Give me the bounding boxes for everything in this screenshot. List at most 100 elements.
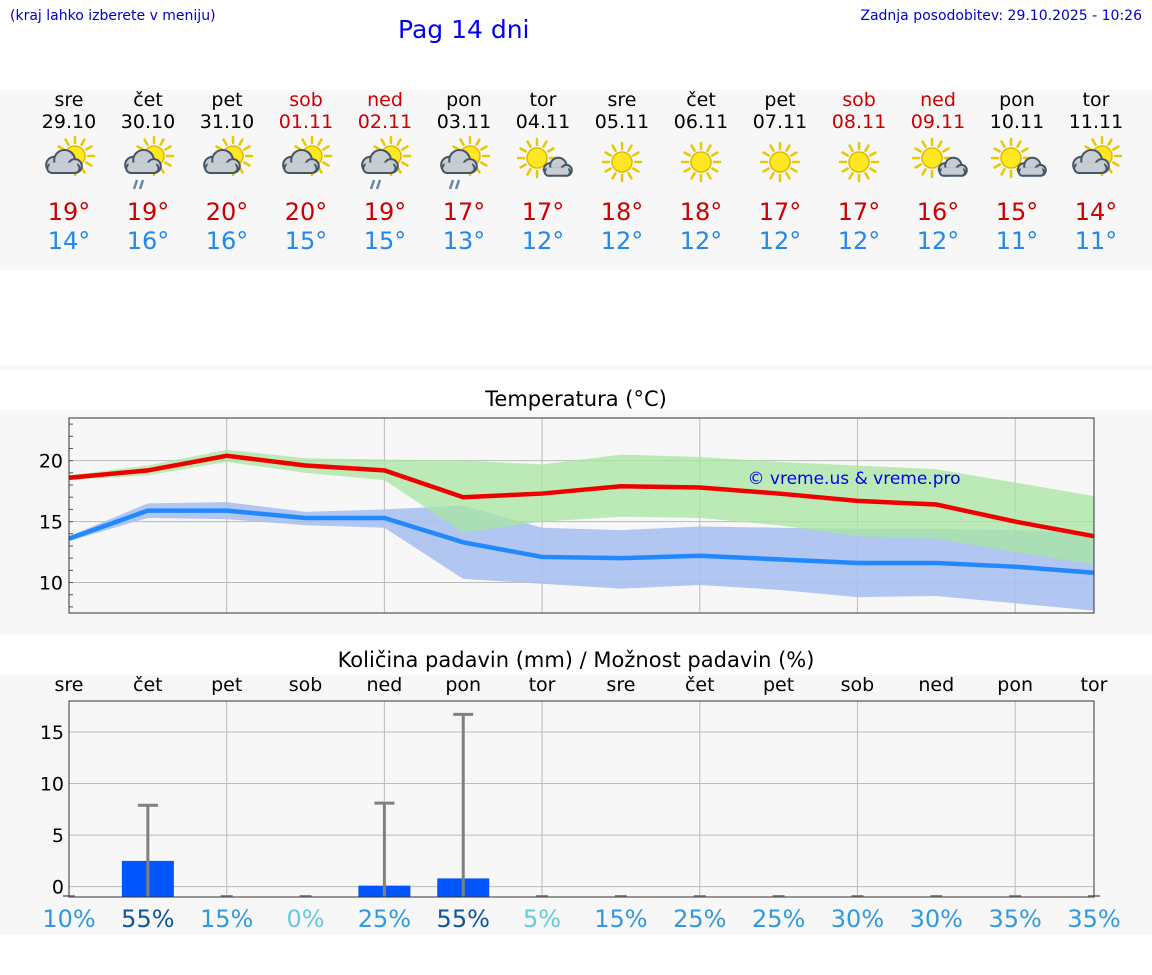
day-date: 08.11: [831, 111, 887, 133]
day-name: čet: [686, 89, 716, 111]
sun-cloud-rain-icon: [361, 135, 412, 190]
min-temperature: 12°: [600, 227, 644, 255]
max-temperature: 18°: [600, 198, 644, 226]
precipitation-day-label: ned: [918, 674, 955, 696]
y-tick-label: 15: [40, 722, 64, 744]
min-temperature: 16°: [205, 227, 249, 255]
day-date: 06.11: [673, 111, 729, 133]
max-temperature: 20°: [284, 198, 328, 226]
day-date: 09.11: [910, 111, 966, 133]
precipitation-day-label: sob: [288, 674, 323, 696]
max-temperature: 17°: [837, 198, 881, 226]
min-temperature: 15°: [363, 227, 407, 255]
y-tick-label: 10: [39, 573, 63, 595]
precipitation-day-label: sre: [54, 674, 84, 696]
min-temperature: 11°: [1074, 227, 1118, 255]
sun-small-cloud-icon: [990, 137, 1047, 179]
precipitation-probability: 35%: [1067, 905, 1121, 933]
min-temperature: 12°: [521, 227, 565, 255]
day-name: tor: [529, 89, 557, 111]
day-date: 11.11: [1068, 111, 1124, 133]
max-temperature: 17°: [521, 198, 565, 226]
precipitation-probability: 35%: [988, 905, 1042, 933]
precipitation-day-label: pet: [211, 674, 243, 696]
precipitation-chart-title: Količina padavin (mm) / Možnost padavin …: [337, 648, 815, 672]
precipitation-day-label: pon: [997, 674, 1033, 696]
min-temperature: 11°: [995, 227, 1039, 255]
max-temperature: 14°: [1074, 198, 1118, 226]
location-hint: (kraj lahko izberete v meniju): [10, 8, 216, 24]
day-date: 10.11: [989, 111, 1045, 133]
day-date: 07.11: [752, 111, 808, 133]
day-date: 30.10: [120, 111, 176, 133]
max-temperature: 19°: [47, 198, 91, 226]
sun-icon: [601, 141, 643, 183]
min-temperature: 14°: [47, 227, 91, 255]
max-temperature-band: [69, 449, 1094, 565]
last-update: Zadnja posodobitev: 29.10.2025 - 10:26: [860, 8, 1142, 24]
precipitation-probability: 15%: [594, 905, 648, 933]
sun-cloud-icon: [1072, 135, 1123, 177]
day-date: 05.11: [594, 111, 650, 133]
precipitation-probability: 25%: [357, 905, 412, 933]
sun-small-cloud-icon: [911, 137, 968, 179]
day-name: ned: [367, 89, 403, 111]
max-temperature: 19°: [363, 198, 407, 226]
day-name: pon: [999, 89, 1035, 111]
min-temperature: 15°: [284, 227, 328, 255]
precipitation-probability: 55%: [121, 905, 175, 933]
forecast-band: [0, 90, 1152, 270]
sun-icon: [838, 141, 880, 183]
max-temperature: 19°: [126, 198, 170, 226]
precipitation-day-label: tor: [1080, 674, 1108, 696]
precipitation-day-label: sob: [840, 674, 875, 696]
precipitation-probability: 55%: [436, 905, 490, 933]
watermark: © vreme.us & vreme.pro: [747, 469, 960, 489]
precipitation-probability: 5%: [523, 905, 562, 933]
precipitation-day-label: ned: [366, 674, 403, 696]
precipitation-probability: 25%: [673, 905, 727, 933]
max-temperature-line: [68, 453, 1095, 539]
temperature-chart-title: Temperatura (°C): [485, 387, 667, 411]
min-temperature: 12°: [837, 227, 881, 255]
sun-cloud-icon: [282, 135, 333, 177]
y-tick-label: 15: [39, 512, 63, 534]
precipitation-probability: 30%: [830, 905, 885, 933]
precipitation-probability: 15%: [200, 905, 254, 933]
precipitation-day-label: čet: [684, 674, 715, 696]
day-date: 29.10: [41, 111, 97, 133]
day-date: 31.10: [199, 111, 255, 133]
min-temperature: 12°: [679, 227, 723, 255]
precipitation-day-label: pet: [763, 674, 795, 696]
precipitation-plot-area: [69, 701, 1094, 897]
max-temperature: 16°: [916, 198, 960, 226]
precipitation-probability: 0%: [286, 905, 325, 933]
sun-cloud-rain-icon: [440, 135, 491, 190]
temperature-plot-frame: [68, 417, 1095, 614]
max-temperature: 18°: [679, 198, 723, 226]
precipitation-probability: 25%: [751, 905, 806, 933]
precipitation-day-label: sre: [606, 674, 636, 696]
page-title: Pag 14 dni: [398, 15, 530, 44]
day-name: sob: [842, 89, 876, 111]
day-name: pon: [446, 89, 482, 111]
separator: [0, 365, 1152, 370]
day-name: sob: [289, 89, 323, 111]
precipitation-probability: 30%: [909, 905, 963, 933]
precipitation-day-label: pon: [445, 674, 482, 696]
max-temperature: 20°: [205, 198, 249, 226]
day-date: 04.11: [515, 111, 571, 133]
max-temperature: 15°: [995, 198, 1039, 226]
sun-icon: [680, 141, 722, 183]
sun-icon: [759, 141, 801, 183]
precipitation-probability: 10%: [42, 905, 96, 933]
day-date: 01.11: [278, 111, 334, 133]
precipitation-day-label: tor: [528, 674, 556, 696]
max-temperature: 17°: [442, 198, 486, 226]
min-temperature-line: [68, 508, 1095, 576]
day-name: ned: [920, 89, 956, 111]
sun-cloud-icon: [203, 135, 254, 177]
min-temperature: 16°: [126, 227, 170, 255]
sun-cloud-icon: [45, 135, 96, 177]
